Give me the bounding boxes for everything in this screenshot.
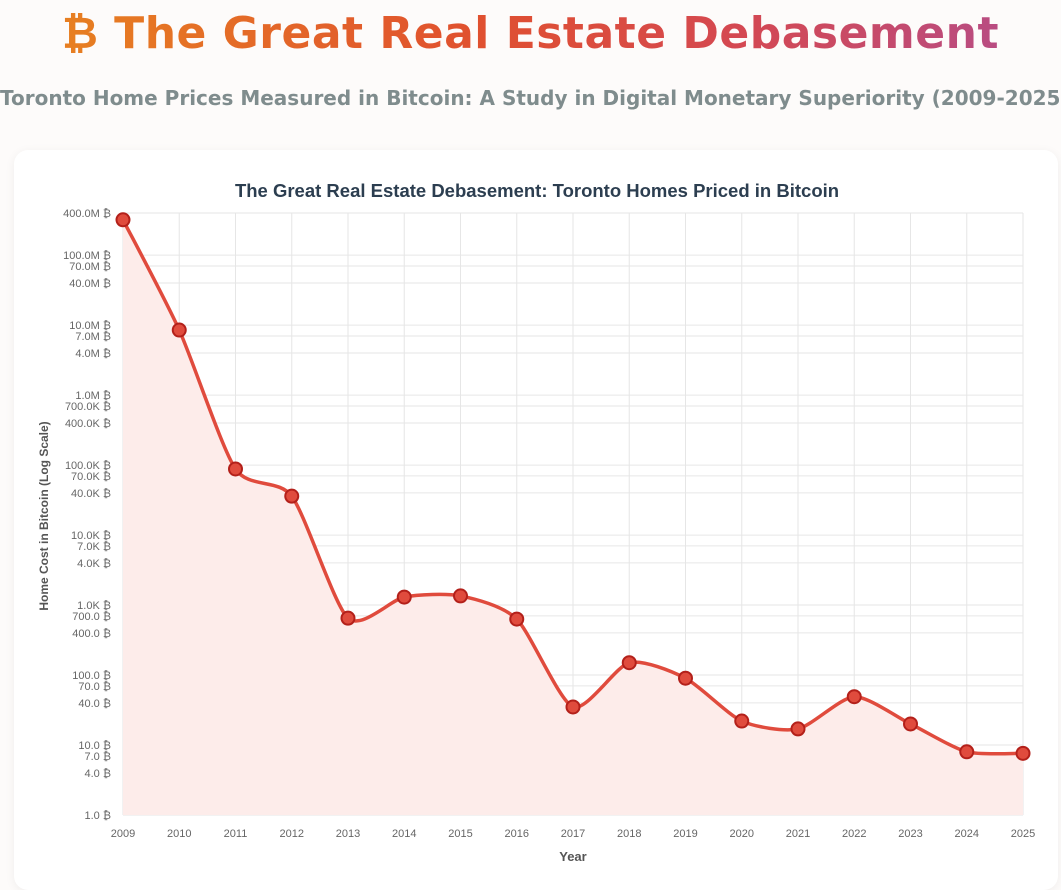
data-point-2019[interactable]: [678, 670, 693, 686]
page-subtitle: Toronto Home Prices Measured in Bitcoin:…: [0, 86, 1061, 110]
y-tick-label: 7.0M ₿: [75, 331, 111, 343]
y-tick-label: 1.0 ₿: [85, 810, 112, 822]
data-point-2012[interactable]: [284, 488, 300, 504]
y-tick-label: 40.0K ₿: [71, 488, 111, 500]
y-tick-label: 700.0K ₿: [65, 401, 111, 413]
x-tick-label: 2019: [673, 828, 697, 840]
data-point-2014[interactable]: [396, 589, 412, 605]
data-point-2020[interactable]: [734, 713, 750, 729]
data-point-2018[interactable]: [621, 655, 637, 671]
data-point-2021[interactable]: [790, 721, 806, 737]
y-tick-label: 400.0K ₿: [65, 418, 111, 430]
data-point-2011[interactable]: [228, 461, 243, 477]
y-tick-label: 10.0K ₿: [71, 530, 111, 542]
x-tick-label: 2018: [617, 828, 641, 840]
data-point-2025[interactable]: [1015, 745, 1031, 761]
y-tick-label: 70.0K ₿: [71, 471, 111, 483]
y-tick-label: 700.0 ₿: [72, 611, 111, 623]
page-title: ₿ The Great Real Estate Debasement: [0, 8, 1061, 59]
y-tick-label: 1.0K ₿: [77, 600, 111, 612]
y-tick-label: 10.0M ₿: [69, 320, 111, 332]
x-tick-label: 2023: [898, 828, 922, 840]
y-axis-label: Home Cost in Bitcoin (Log Scale): [37, 421, 51, 610]
y-tick-label: 100.0M ₿: [63, 250, 111, 262]
x-tick-label: 2020: [730, 828, 754, 840]
x-tick-label: 2011: [224, 828, 248, 840]
series-area: [123, 219, 1023, 815]
x-tick-label: 2016: [505, 828, 529, 840]
chart-title: The Great Real Estate Debasement: Toront…: [235, 180, 839, 201]
x-tick-label: 2010: [167, 828, 191, 840]
x-tick-label: 2024: [955, 828, 979, 840]
y-tick-label: 4.0M ₿: [75, 348, 111, 360]
data-point-2016[interactable]: [509, 611, 525, 627]
y-tick-label: 400.0M ₿: [63, 208, 111, 220]
line-chart: The Great Real Estate Debasement: Toront…: [37, 180, 1035, 864]
y-tick-label: 10.0 ₿: [78, 740, 111, 752]
x-tick-label: 2013: [336, 828, 360, 840]
x-tick-label: 2009: [111, 828, 135, 840]
y-tick-label: 4.0 ₿: [85, 768, 112, 780]
y-tick-label: 70.0 ₿: [78, 681, 111, 693]
x-tick-label: 2021: [786, 828, 810, 840]
y-tick-label: 40.0 ₿: [78, 698, 111, 710]
y-tick-label: 100.0 ₿: [72, 670, 111, 682]
y-tick-label: 4.0K ₿: [77, 558, 111, 570]
x-tick-label: 2025: [1011, 828, 1035, 840]
data-point-2009[interactable]: [115, 212, 131, 228]
data-point-2023[interactable]: [903, 716, 918, 732]
x-tick-label: 2022: [842, 828, 866, 840]
data-point-2017[interactable]: [565, 699, 581, 715]
data-point-2010[interactable]: [171, 322, 187, 338]
chart-card: The Great Real Estate Debasement: Toront…: [14, 150, 1058, 890]
x-tick-label: 2014: [392, 828, 416, 840]
data-point-2013[interactable]: [340, 610, 356, 626]
y-tick-label: 40.0M ₿: [69, 278, 111, 290]
y-tick-label: 400.0 ₿: [72, 628, 111, 640]
data-point-2024[interactable]: [959, 744, 975, 760]
x-axis-label: Year: [559, 849, 586, 864]
y-tick-label: 70.0M ₿: [69, 261, 111, 273]
data-point-2022[interactable]: [846, 689, 862, 705]
x-tick-label: 2015: [448, 828, 472, 840]
x-tick-label: 2017: [561, 828, 585, 840]
data-point-2015[interactable]: [453, 588, 468, 604]
y-tick-label: 7.0K ₿: [77, 541, 111, 553]
y-tick-label: 1.0M ₿: [75, 390, 111, 402]
x-tick-label: 2012: [280, 828, 304, 840]
y-tick-label: 7.0 ₿: [85, 751, 112, 763]
y-tick-label: 100.0K ₿: [65, 460, 111, 472]
